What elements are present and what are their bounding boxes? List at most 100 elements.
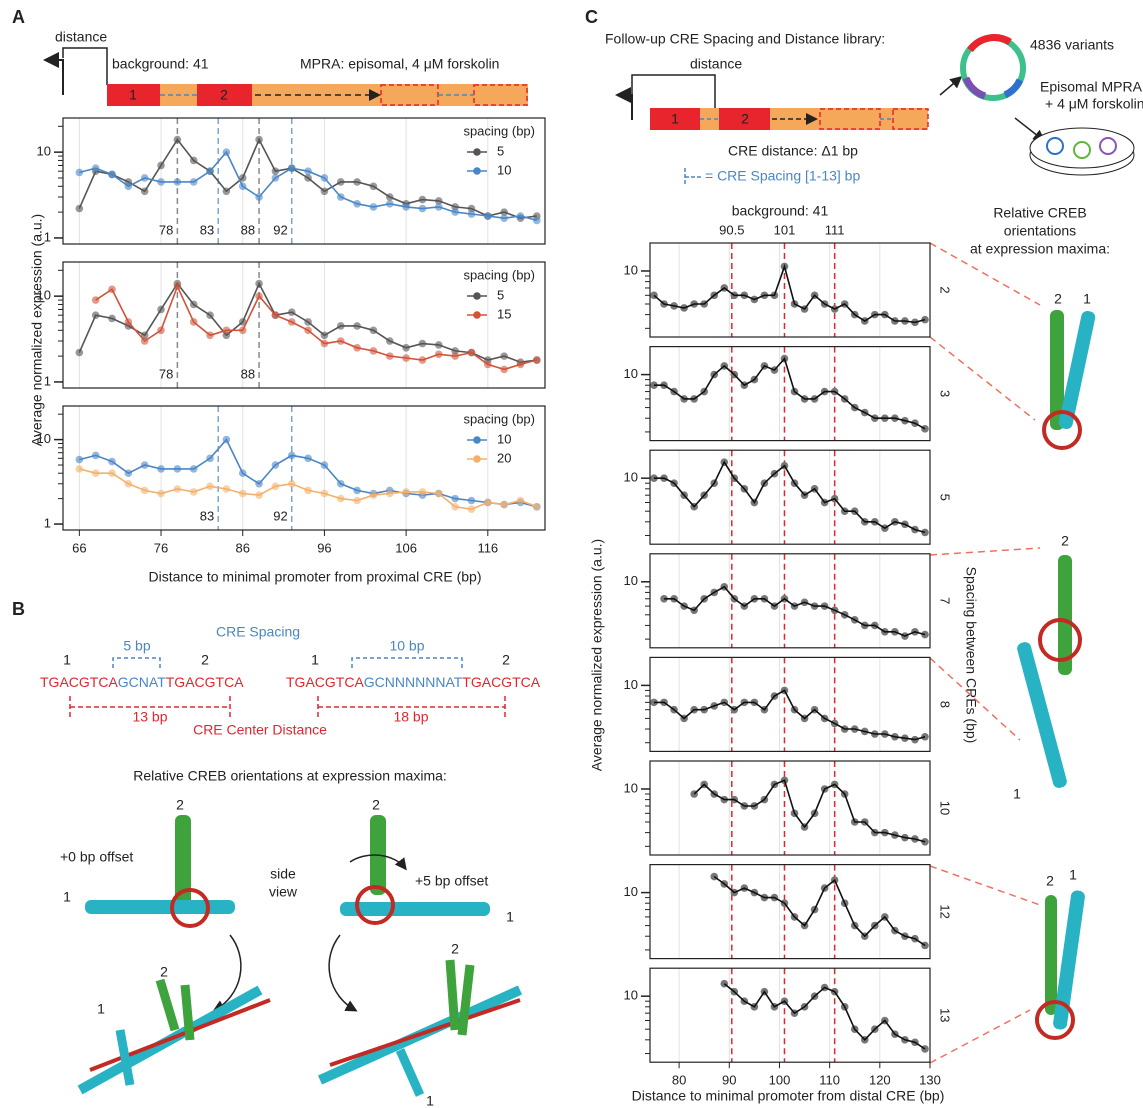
label: Distance to minimal promoter from proxim… [149, 569, 482, 585]
data-point [533, 503, 541, 511]
diagram-shape [85, 900, 235, 914]
facet-label: 13 [938, 1008, 953, 1022]
diagram-shape [1053, 890, 1085, 1030]
plot-frame [649, 242, 931, 338]
diagram-shape [929, 865, 1041, 1064]
reference-label: 101 [774, 222, 796, 237]
label: 1 [506, 909, 514, 925]
diagram-shape: TGACGTCAGCNATTGACGTCA [40, 674, 244, 690]
label: 13 bp [132, 709, 167, 725]
data-line [653, 263, 926, 324]
reference-label: 78 [159, 366, 173, 381]
diagram-shape [967, 34, 1012, 53]
diagram-shape [1042, 410, 1082, 450]
structure [929, 242, 1041, 1064]
label: 10 bp [389, 638, 424, 654]
label: 2 [201, 652, 209, 668]
label: CRE Center Distance [193, 722, 327, 738]
data-line [713, 875, 926, 947]
diagram-shape [631, 74, 716, 108]
facet-label: 5 [938, 494, 953, 501]
diagram-shape [175, 815, 191, 910]
x-tick-label: 86 [235, 540, 249, 555]
diagram-shape [1050, 310, 1064, 430]
data-line [693, 779, 926, 843]
facet-label: 7 [938, 597, 953, 604]
label: CRE distance: Δ1 bp [728, 143, 858, 159]
label: 2 [1061, 533, 1069, 549]
label: TGACGTCA [40, 674, 118, 690]
data-line [78, 281, 537, 364]
label: Follow-up CRE Spacing and Distance libra… [605, 31, 885, 47]
label: 2 [502, 652, 510, 668]
label: 1 [311, 652, 319, 668]
diagram-shape [212, 934, 242, 1012]
reference-label: 83 [200, 508, 214, 523]
diagram-shape [328, 934, 358, 1012]
diagram-shape [62, 47, 108, 85]
label: Spacing between CREs (bp) [963, 567, 979, 744]
label: 1 [1083, 291, 1091, 307]
diagram-shape [1003, 78, 1024, 99]
label: TGACGTCA [166, 674, 244, 690]
label: background: 41 [112, 56, 209, 72]
x-tick-label: 120 [869, 1073, 891, 1088]
facet-label: 2 [938, 286, 953, 293]
y-tick-label: 10 [624, 366, 638, 381]
diagram-shape [395, 1048, 425, 1097]
data-line [95, 284, 538, 371]
y-tick-label: 10 [624, 677, 638, 692]
facet-label: 3 [938, 390, 953, 397]
plot-frame [649, 553, 931, 649]
label: 1 [1069, 867, 1077, 883]
diagram-shape [1099, 137, 1117, 155]
diagram-shape [329, 998, 521, 1067]
diagram-shape [197, 84, 252, 106]
facet-label: 10 [938, 801, 953, 815]
label: side [270, 866, 296, 882]
diagram-shape [107, 84, 160, 106]
reference-label: 83 [200, 222, 214, 237]
label: 1 [63, 652, 71, 668]
diagram-shape [115, 1029, 135, 1086]
data-line [79, 468, 538, 511]
label: TGACGTCA [286, 674, 364, 690]
diagram-shape [112, 657, 161, 668]
label: 2 [220, 87, 228, 103]
data-line [79, 150, 538, 222]
facet-label: 12 [938, 904, 953, 918]
diagram-shape [929, 242, 1041, 421]
label: GCNNNNNNAT [364, 674, 463, 690]
diagram-shape [929, 547, 1041, 741]
x-tick-label: 76 [154, 540, 168, 555]
label: + 4 μM forskolin [1045, 96, 1143, 112]
label: 1 [426, 1093, 434, 1108]
reference-label: 88 [241, 366, 255, 381]
diagram-shape [351, 657, 463, 668]
label: distance [55, 29, 107, 45]
x-tick-label: 116 [477, 540, 498, 555]
diagram-shape [1017, 642, 1067, 788]
legend-label: 10 [497, 431, 511, 446]
plot-frame [649, 760, 931, 856]
diagram-shape [892, 108, 929, 130]
label: Distance to minimal promoter from distal… [632, 1088, 945, 1104]
label: 1 [129, 87, 137, 103]
data-point [533, 216, 541, 225]
reference-label: 111 [825, 222, 845, 237]
label: 2 [160, 964, 168, 980]
diagram-shape [155, 978, 195, 1041]
label: 18 bp [393, 709, 428, 725]
plot-frame [62, 117, 546, 245]
diagram-shape [1029, 127, 1135, 169]
legend-marker [473, 292, 481, 300]
y-tick-label: 1 [44, 229, 51, 244]
plot-frame [649, 656, 931, 753]
label: CRE Spacing [216, 624, 300, 640]
y-tick-label: 10 [624, 262, 638, 277]
plot-frame [649, 346, 931, 442]
label: Episomal MPRA [1040, 79, 1143, 95]
diagram-shape [349, 854, 407, 871]
data-line [79, 438, 538, 508]
